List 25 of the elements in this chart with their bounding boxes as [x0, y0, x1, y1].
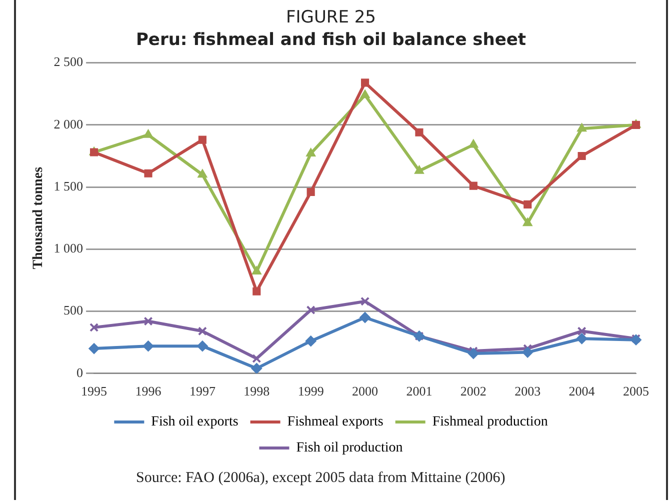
x-tick-label: 2001 [406, 384, 432, 399]
x-tick-label: 2005 [623, 384, 649, 399]
y-tick-label: 500 [64, 302, 84, 318]
x-tick-label: 1999 [298, 384, 324, 399]
legend-label: Fish oil exports [151, 414, 238, 430]
source-note: Source: FAO (2006a), except 2005 data from Mittaine (2006) [136, 470, 506, 487]
y-tick-label: 2 500 [54, 54, 84, 70]
x-tick-label: 2003 [514, 384, 541, 399]
legend-label: Fishmeal production [432, 414, 548, 430]
y-tick-label: 1 500 [54, 178, 84, 194]
y-tick-label: 1 000 [54, 240, 84, 256]
x-tick-label: 1998 [244, 384, 270, 399]
x-tick-label: 2000 [352, 384, 378, 399]
legend-label: Fishmeal exports [287, 414, 384, 430]
x-tick-label: 1996 [135, 384, 162, 399]
x-tick-label: 2002 [460, 384, 486, 399]
x-tick-label: 1997 [189, 384, 216, 399]
chart-title: FIGURE 25 [286, 8, 376, 28]
chart-subtitle: Peru: fishmeal and fish oil balance sheet [136, 30, 526, 50]
x-tick-label: 1995 [81, 384, 108, 399]
y-axis-title: Thousand tonnes [31, 166, 46, 270]
x-tick-label: 2004 [568, 384, 596, 399]
y-tick-label: 0 [76, 364, 84, 380]
legend-label: Fish oil production [296, 440, 403, 456]
y-tick-label: 2 000 [54, 116, 84, 132]
